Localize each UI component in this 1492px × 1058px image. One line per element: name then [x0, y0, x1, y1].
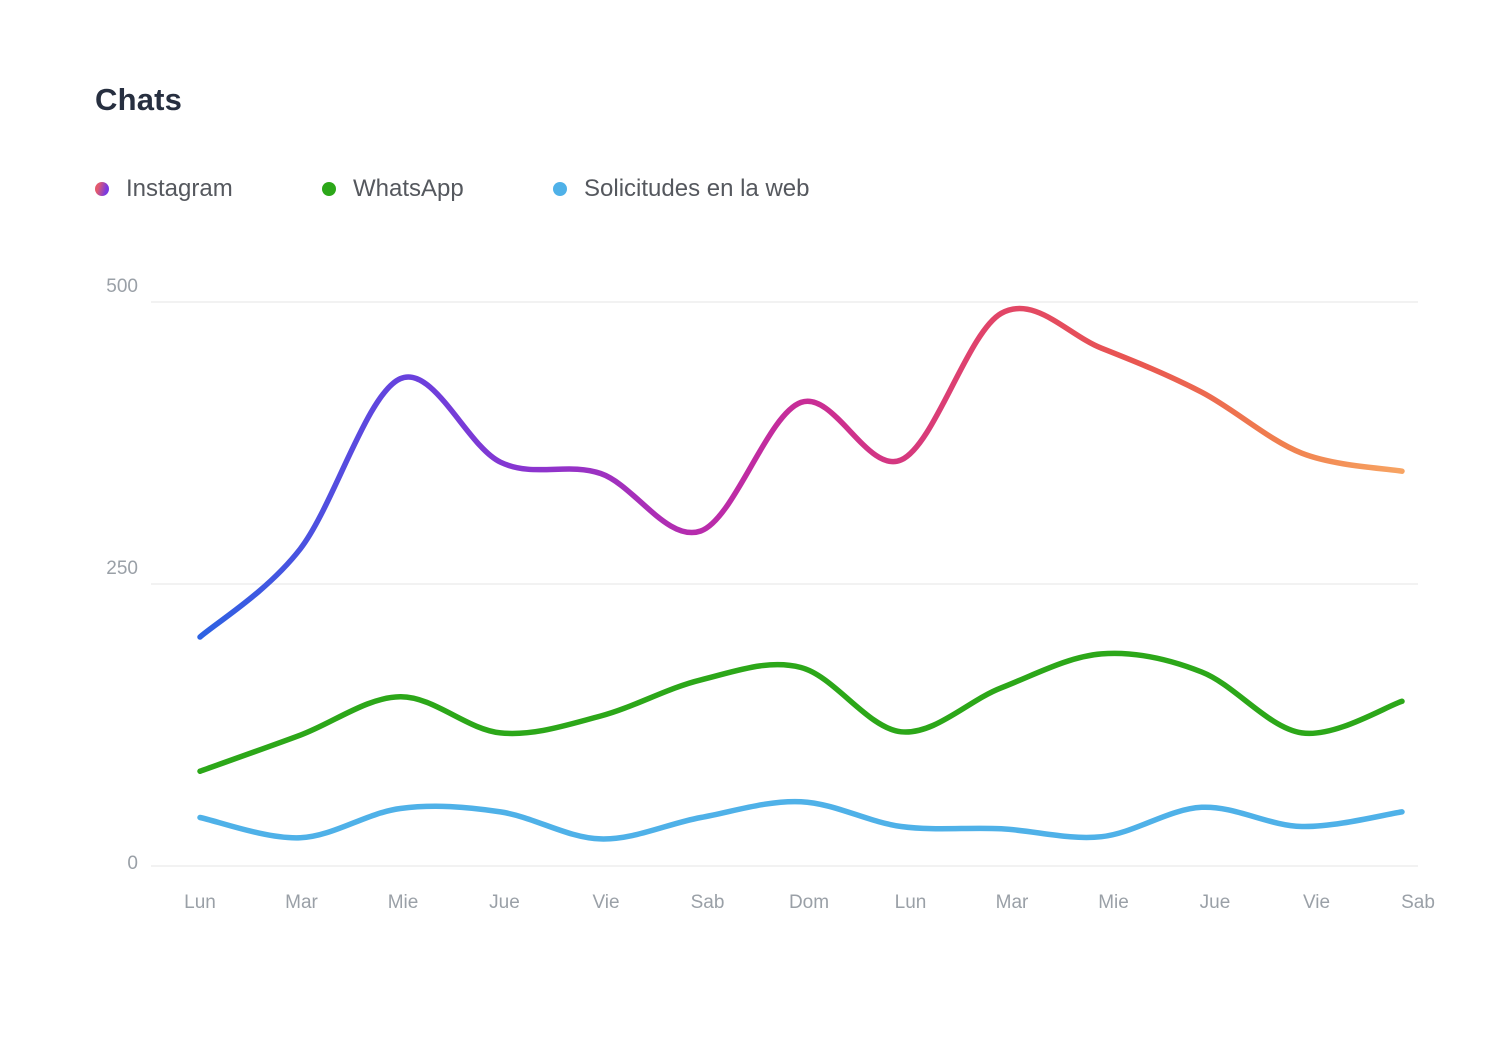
legend-item-whatsapp[interactable]: WhatsApp [322, 175, 464, 203]
legend-label: Instagram [126, 175, 233, 202]
gridlines [151, 301, 1418, 867]
x-axis-tick-label: Mar [285, 892, 318, 913]
x-axis-tick-label: Vie [1302, 892, 1331, 913]
y-axis-tick-label: 250 [106, 558, 138, 579]
x-axis-tick-label: Jue [1199, 892, 1231, 913]
x-axis-tick-label: Jue [489, 892, 520, 913]
series-lines [197, 305, 1405, 842]
x-axis-tick-label: Dom [788, 892, 830, 913]
legend-item-instagram[interactable]: Instagram [95, 175, 233, 203]
x-axis-tick-label: Sab [690, 892, 725, 913]
x-axis-tick-label: Mie [1098, 892, 1129, 913]
web-requests-legend-dot-icon [553, 182, 567, 196]
web-requests-line [197, 798, 1405, 842]
x-axis-tick-label: Lun [894, 892, 927, 913]
legend-label: Solicitudes en la web [584, 175, 810, 202]
x-axis-tick-label: Mie [387, 892, 419, 913]
instagram-line [197, 305, 1405, 640]
legend-item-web-requests[interactable]: Solicitudes en la web [553, 175, 809, 203]
instagram-legend-dot-icon [95, 182, 109, 196]
x-axis-tick-label: Sab [1401, 892, 1435, 913]
x-axis-tick-label: Vie [592, 892, 620, 913]
page-title: Chats [95, 82, 183, 117]
x-axis-tick-label: Lun [184, 892, 216, 913]
y-axis-tick-label: 500 [106, 276, 138, 297]
whatsapp-legend-dot-icon [322, 182, 336, 196]
x-axis-tick-label: Mar [995, 892, 1029, 913]
legend-label: WhatsApp [353, 175, 464, 202]
whatsapp-line [197, 650, 1405, 774]
y-axis-tick-label: 0 [127, 853, 138, 874]
